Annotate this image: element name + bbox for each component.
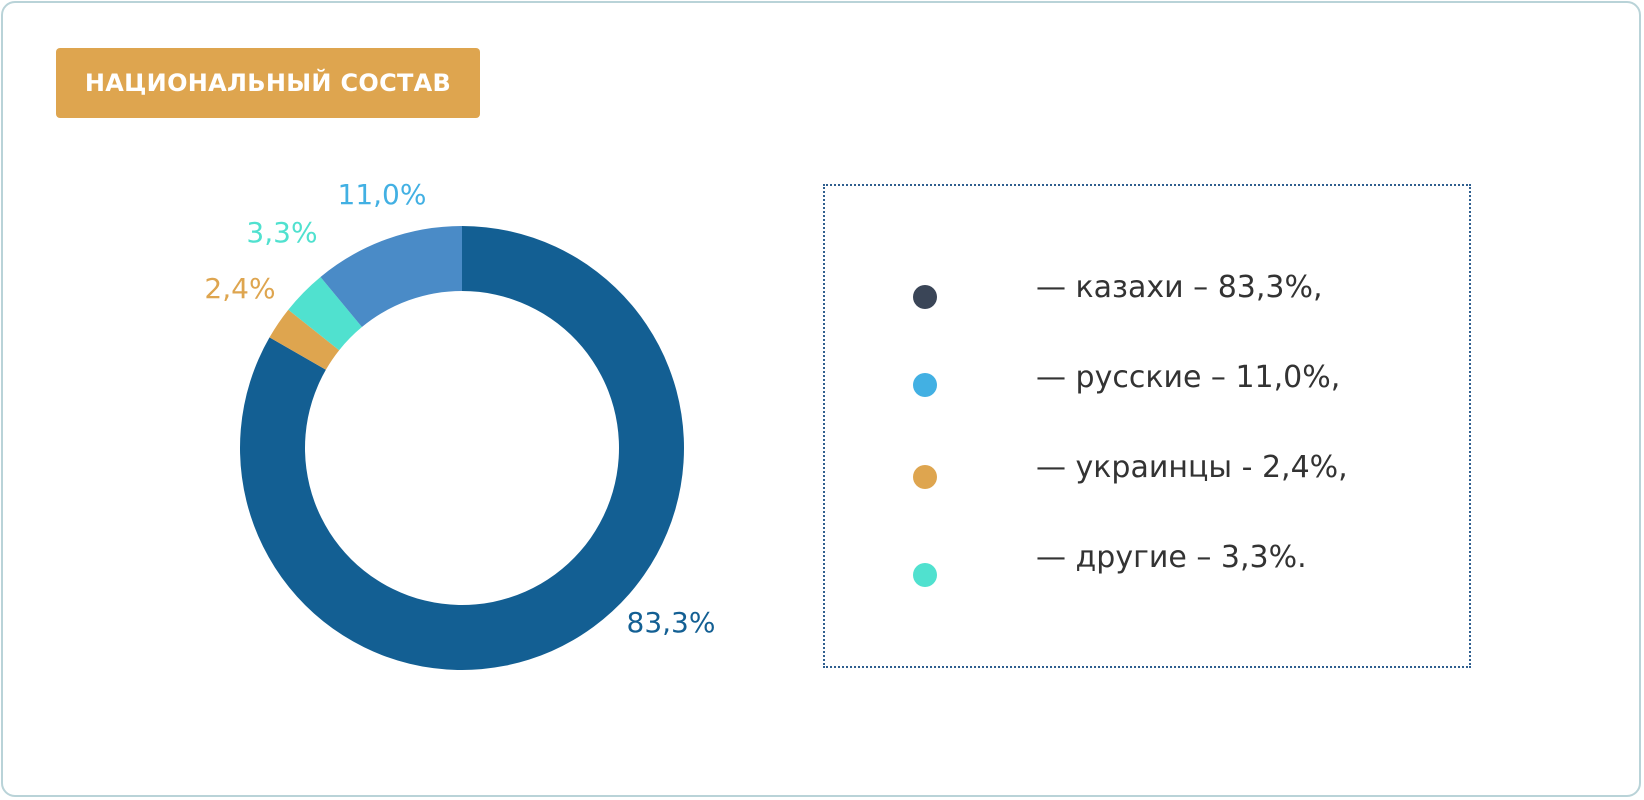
donut-slice-3 xyxy=(320,226,462,328)
legend-label-kazakhs: — казахи – 83,3%, xyxy=(1036,270,1323,305)
legend-dot-russians xyxy=(913,373,937,397)
legend-dot-kazakhs xyxy=(913,285,937,309)
legend-item-ukrainians: — украинцы - 2,4%, xyxy=(825,448,1465,489)
chart-title: НАЦИОНАЛЬНЫЙ СОСТАВ xyxy=(56,48,480,118)
legend: — казахи – 83,3%, — русские – 11,0%, — у… xyxy=(823,184,1471,668)
donut-slice-1 xyxy=(269,309,340,370)
legend-item-kazakhs: — казахи – 83,3%, xyxy=(825,268,1465,309)
donut-label-1: 2,4% xyxy=(204,272,275,305)
legend-dot-others xyxy=(913,563,937,587)
donut-label-0: 83,3% xyxy=(627,606,716,639)
legend-label-others: — другие – 3,3%. xyxy=(1036,540,1307,575)
donut-slice-2 xyxy=(288,276,362,351)
legend-item-russians: — русские – 11,0%, xyxy=(825,358,1465,398)
donut-label-3: 11,0% xyxy=(338,178,427,211)
donut-label-2: 3,3% xyxy=(246,216,317,249)
legend-dot-ukrainians xyxy=(913,465,937,489)
legend-item-others: — другие – 3,3%. xyxy=(825,538,1465,587)
legend-label-russians: — русские – 11,0%, xyxy=(1036,360,1341,395)
legend-label-ukrainians: — украинцы - 2,4%, xyxy=(1036,450,1348,485)
